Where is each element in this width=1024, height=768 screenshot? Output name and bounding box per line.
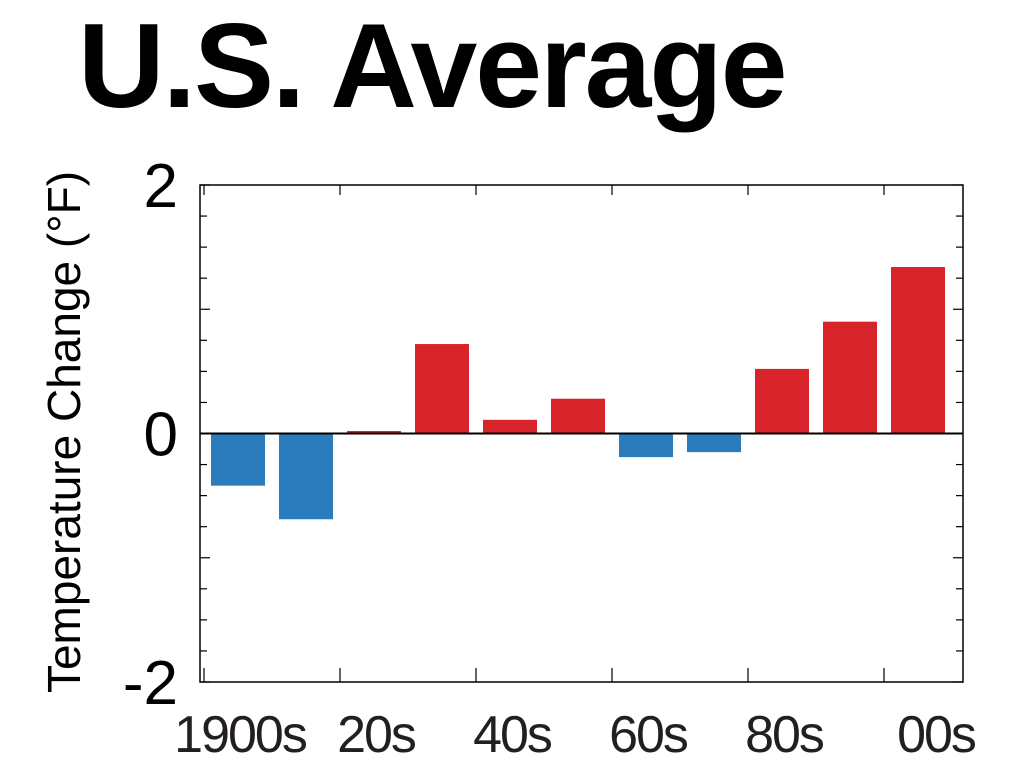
bar-1940s xyxy=(483,419,537,434)
y-tick-label: 2 xyxy=(144,152,178,221)
x-tick-label: 20s xyxy=(337,706,416,764)
bars-group xyxy=(211,267,945,520)
x-tick-label: 60s xyxy=(609,706,688,764)
x-tick-label: 80s xyxy=(745,706,824,764)
bar-1930s xyxy=(415,344,469,434)
x-tick-label: 00s xyxy=(897,706,976,764)
bar-1970s xyxy=(687,433,741,453)
chart-title: U.S. Average xyxy=(78,0,787,133)
y-tick-label: -2 xyxy=(123,649,178,718)
plot-frame xyxy=(199,184,964,683)
bar-1910s xyxy=(279,433,333,520)
bar-1980s xyxy=(755,368,809,434)
bar-2000s xyxy=(891,267,945,434)
bar-1950s xyxy=(551,398,605,434)
x-tick-label: 40s xyxy=(473,706,552,764)
bar-1960s xyxy=(619,433,673,458)
y-tick-label: 0 xyxy=(144,401,178,470)
x-tick-label: 1900s xyxy=(174,706,307,764)
bar-1920s xyxy=(347,431,401,434)
bar-1900s xyxy=(211,433,265,486)
bar-1990s xyxy=(823,321,877,434)
